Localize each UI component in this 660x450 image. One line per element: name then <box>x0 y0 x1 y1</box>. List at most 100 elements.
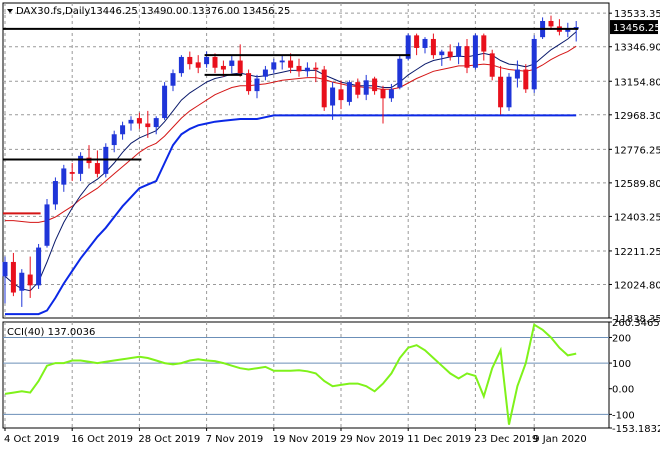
x-tick-label: 28 Oct 2019 <box>138 434 200 445</box>
cci-panel-frame <box>2 321 610 429</box>
candle-body <box>363 80 369 95</box>
band-slow-line <box>5 114 577 316</box>
candle-body <box>52 181 58 205</box>
candle-body <box>136 118 142 124</box>
candle-body <box>111 134 117 146</box>
candle-body <box>10 261 16 293</box>
cci-y-tick-label: 200 <box>612 333 631 344</box>
candle-body <box>414 35 420 48</box>
candle-body <box>220 65 226 70</box>
candle-body <box>565 28 571 32</box>
price-y-tick-label: 12403.25 <box>614 212 660 223</box>
hlines-layer <box>3 27 579 215</box>
band-mid-line <box>5 45 577 223</box>
cci-y-tick-label: -153.1832 <box>612 424 660 435</box>
x-tick-label: 23 Dec 2019 <box>474 434 538 445</box>
candle-body <box>304 67 310 72</box>
price-y-tick-label: 13346.90 <box>614 43 660 54</box>
candle-body <box>489 53 495 77</box>
candle-body <box>2 261 8 277</box>
candle-body <box>69 172 75 174</box>
candle-body <box>44 204 50 246</box>
cci-layer <box>4 323 577 425</box>
candle-body <box>288 60 294 68</box>
candle-body <box>313 67 319 70</box>
candle-body <box>187 56 193 65</box>
candle-body <box>531 38 537 90</box>
price-panel-frame <box>2 2 610 319</box>
candle-body <box>19 272 25 291</box>
current-price-label: 13456.25 <box>613 23 660 34</box>
candle-body <box>456 46 462 57</box>
chart-ohlc: 13446.25 13490.00 13376.00 13456.25 <box>90 6 290 17</box>
x-tick-label: 4 Oct 2019 <box>4 434 59 445</box>
price-y-tick-label: 12024.80 <box>614 280 660 291</box>
x-tick-label: 29 Nov 2019 <box>340 434 404 445</box>
candle-body <box>78 155 84 174</box>
candle-body <box>548 20 554 27</box>
candle-body <box>346 82 352 102</box>
candle-body <box>439 51 445 56</box>
x-axis-layer: 4 Oct 2019 16 Oct 2019 28 Oct 2019 7 Nov 20… <box>4 428 587 445</box>
cci-line <box>4 323 577 425</box>
chart-symbol: DAX30.fs,Daily <box>16 6 90 17</box>
candle-body <box>372 78 378 92</box>
candle-body <box>506 76 512 108</box>
candle-body <box>27 274 33 286</box>
candle-body <box>481 35 487 52</box>
y-axis-layer: 13533.35 13346.90 13154.80 12968.30 12776.25… <box>609 9 660 435</box>
candle-body <box>153 118 159 128</box>
cci-y-tick-label: -100 <box>612 410 635 421</box>
candle-body <box>523 69 529 90</box>
candle-body <box>422 38 428 48</box>
x-tick-label: 7 Nov 2019 <box>206 434 264 445</box>
candle-body <box>338 89 344 101</box>
candle-body <box>61 168 67 185</box>
candle-body <box>195 62 201 68</box>
candle-body <box>204 56 210 65</box>
cci-y-tick-label: 0.00 <box>612 385 634 396</box>
price-y-tick-label: 12968.30 <box>614 111 660 122</box>
x-tick-label: 16 Oct 2019 <box>71 434 133 445</box>
candle-body <box>170 73 176 86</box>
candle-body <box>447 51 453 57</box>
candle-body <box>321 69 327 108</box>
price-tag-layer: 13456.25 <box>610 20 660 35</box>
candle-body <box>36 247 42 286</box>
candle-body <box>145 123 151 128</box>
candle-body <box>388 89 394 99</box>
candle-body <box>162 85 168 119</box>
collapse-triangle-icon[interactable] <box>7 9 13 13</box>
candle-body <box>279 60 285 63</box>
price-y-tick-label: 12589.80 <box>614 179 660 190</box>
candles-layer <box>2 15 579 307</box>
candle-body <box>120 125 126 135</box>
candle-body <box>262 69 268 77</box>
price-y-tick-label: 11838.35 <box>614 314 660 325</box>
cci-label: CCI(40) 137.0036 <box>7 327 95 338</box>
candle-body <box>246 73 252 92</box>
x-tick-label: 19 Nov 2019 <box>273 434 337 445</box>
price-y-tick-label: 13154.80 <box>614 77 660 88</box>
candle-body <box>498 76 504 108</box>
candle-body <box>229 60 235 66</box>
candle-body <box>397 58 403 88</box>
x-tick-label: 9 Jan 2020 <box>533 434 587 445</box>
candle-body <box>464 46 470 68</box>
price-y-tick-label: 12776.25 <box>614 145 660 156</box>
candle-body <box>212 56 218 68</box>
candle-body <box>254 78 260 92</box>
candle-body <box>271 62 277 70</box>
candle-body <box>380 89 386 99</box>
price-y-tick-label: 12211.25 <box>614 247 660 258</box>
candle-body <box>405 35 411 59</box>
candle-body <box>330 87 336 106</box>
x-tick-label: 11 Dec 2019 <box>407 434 471 445</box>
candle-body <box>472 35 478 68</box>
candle-body <box>430 38 436 56</box>
current-price-tag <box>610 20 658 35</box>
candle-body <box>514 69 520 79</box>
candle-body <box>296 65 302 72</box>
